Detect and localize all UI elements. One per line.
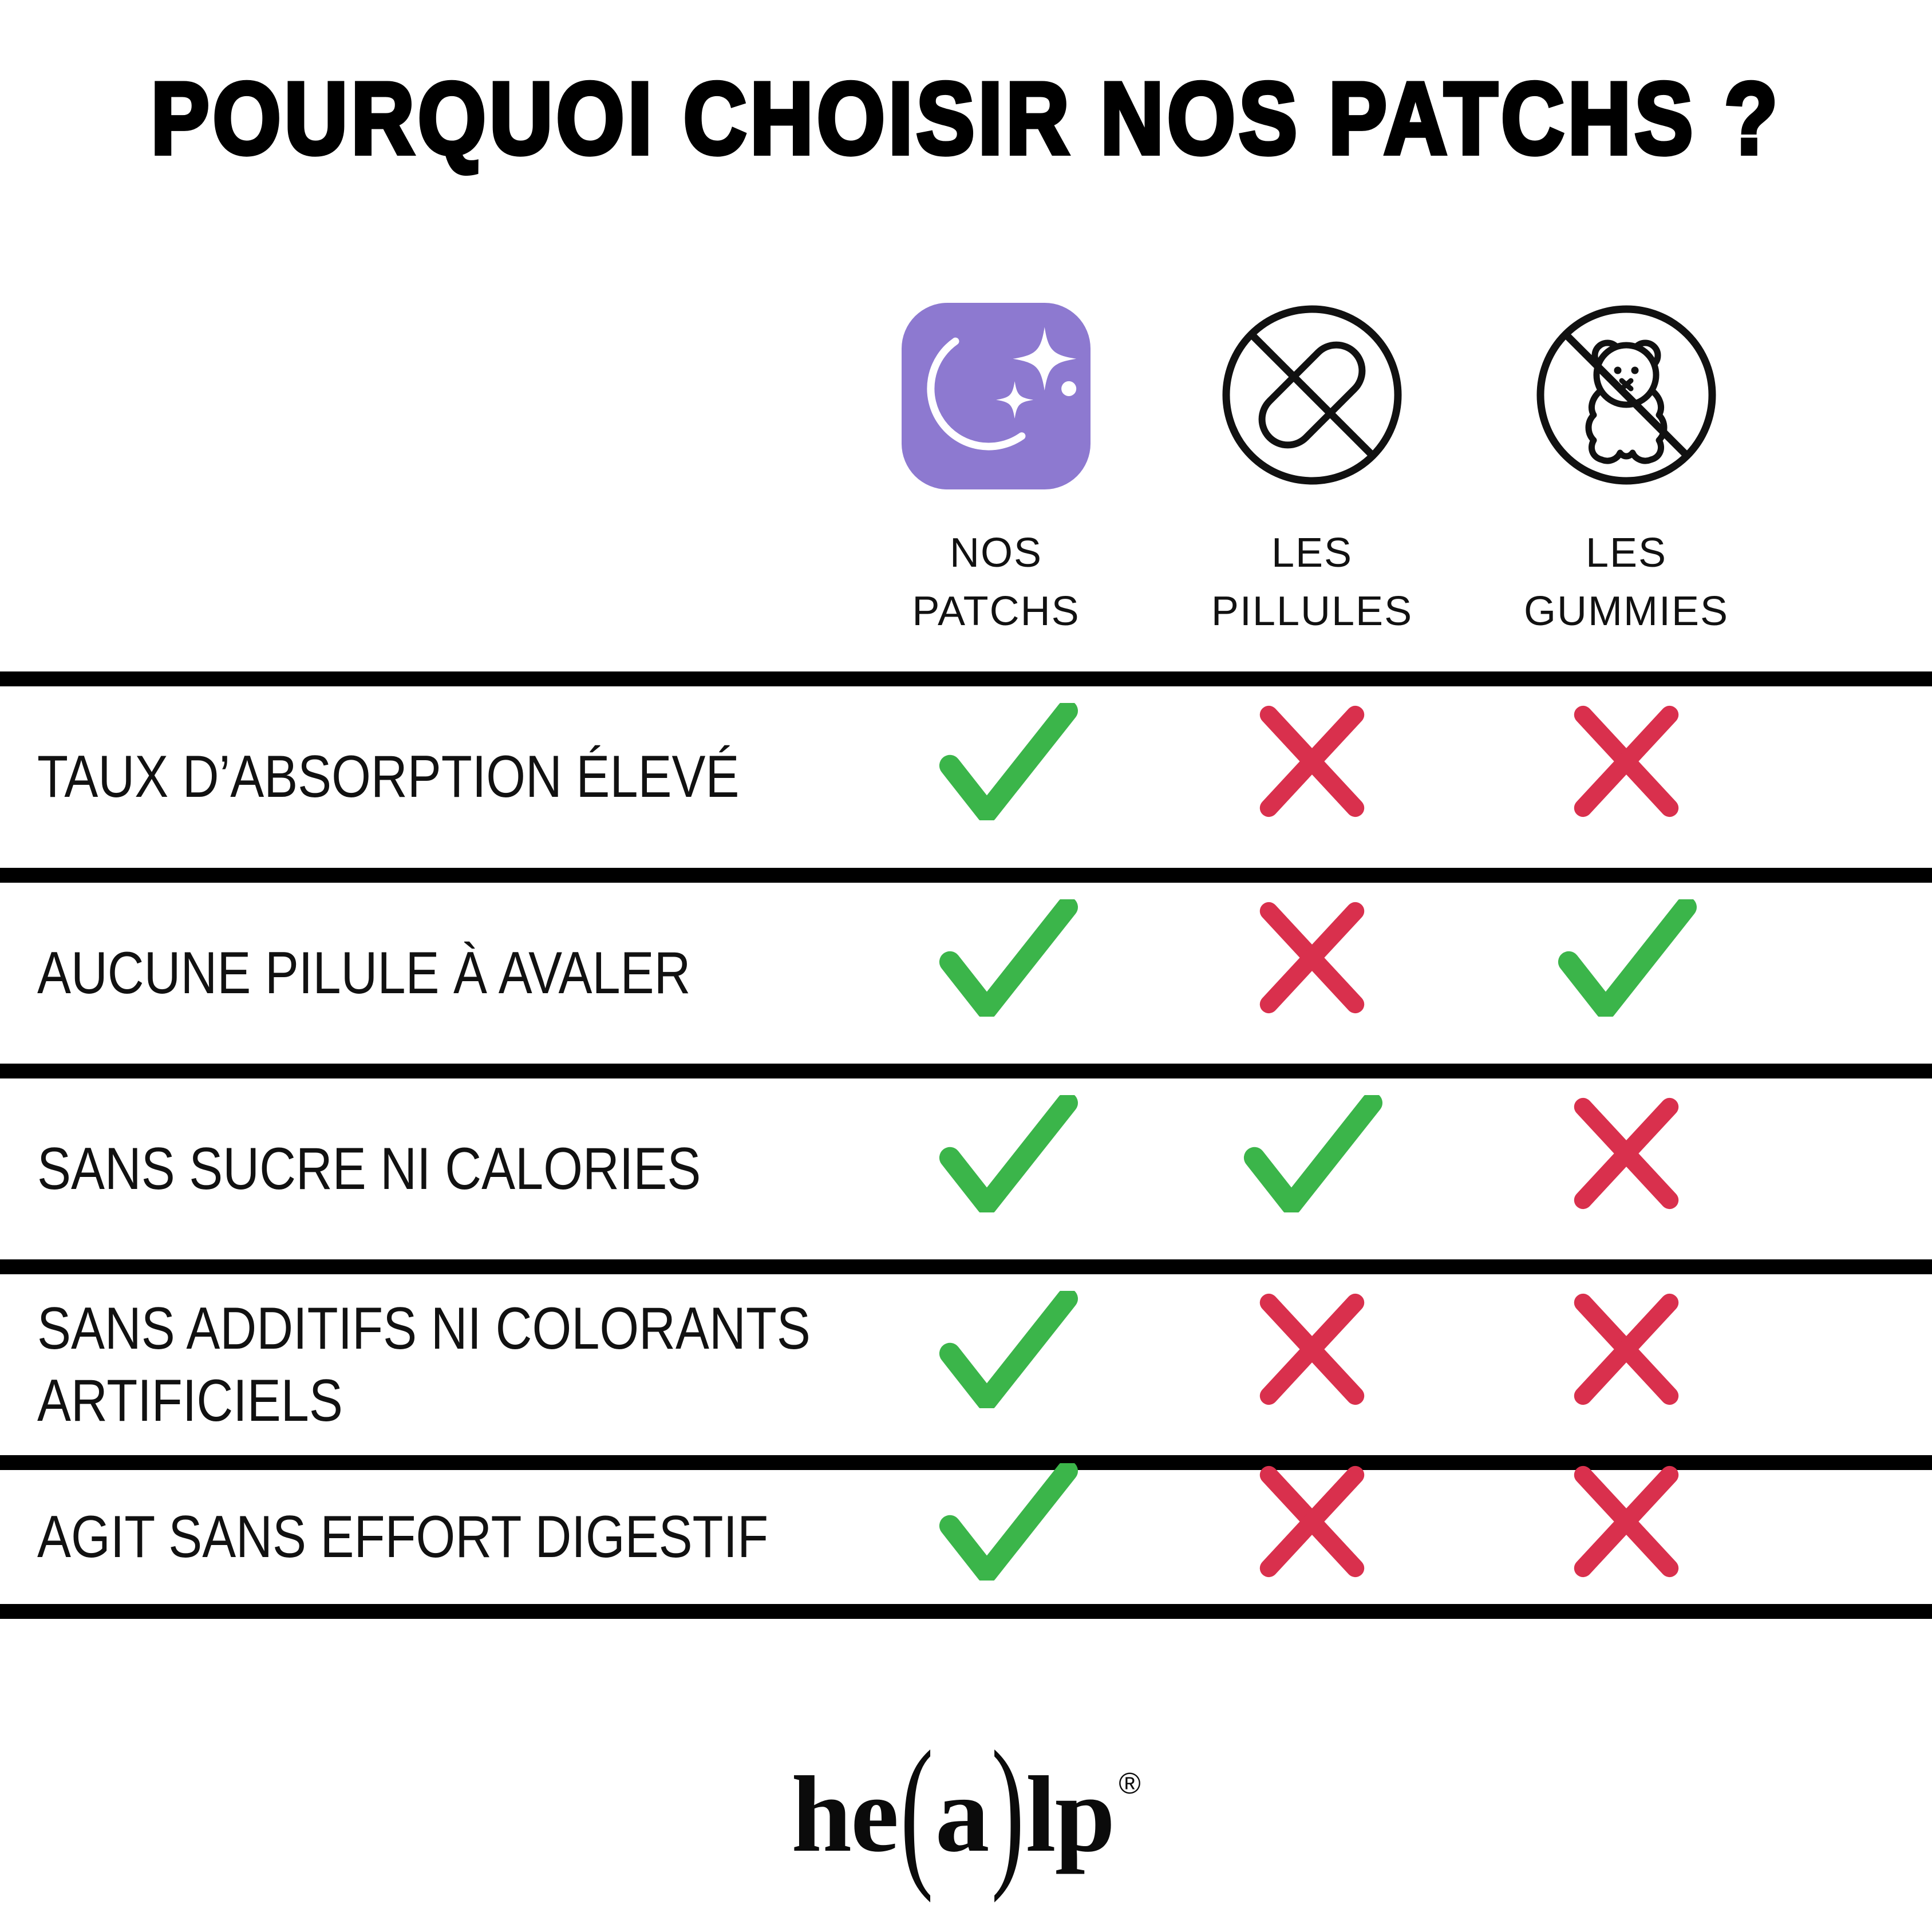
icon-wrap bbox=[836, 302, 1156, 491]
cross-icon bbox=[1552, 698, 1701, 824]
logo-text: he bbox=[791, 1755, 899, 1875]
column-label: LES PILLULES bbox=[1152, 524, 1472, 641]
row-label: SANS SUCRE NI CALORIES bbox=[37, 1133, 701, 1205]
page-title: POURQUOI CHOISIR NOS PATCHS ? bbox=[149, 59, 1781, 177]
cross-icon bbox=[1238, 895, 1386, 1021]
checkmark-icon bbox=[933, 698, 1082, 824]
column-header-nos-patchs: NOS PATCHS bbox=[836, 302, 1156, 641]
checkmark-icon bbox=[933, 895, 1082, 1021]
cross-icon bbox=[1238, 1459, 1386, 1585]
cross-icon bbox=[1238, 698, 1386, 824]
checkmark-icon bbox=[933, 1459, 1082, 1585]
row-label-line: SANS SUCRE NI CALORIES bbox=[37, 1136, 701, 1202]
no-gummy-icon bbox=[1532, 301, 1721, 492]
separator-bar bbox=[0, 1259, 1932, 1274]
icon-wrap bbox=[1152, 302, 1472, 491]
column-label-line: PILLULES bbox=[1211, 588, 1413, 634]
moon-sparkles-icon bbox=[902, 303, 1091, 489]
row-label: TAUX D’ABSORPTION ÉLEVÉ bbox=[37, 741, 739, 813]
column-label-line: LES bbox=[1271, 530, 1353, 576]
logo-text: lp bbox=[1025, 1755, 1115, 1875]
column-label-line: NOS bbox=[949, 530, 1043, 576]
column-header-les-pillules: LES PILLULES bbox=[1152, 302, 1472, 641]
row-label: AGIT SANS EFFORT DIGESTIF bbox=[37, 1501, 768, 1573]
separator-bar bbox=[0, 1604, 1932, 1619]
logo-paren-open: ( bbox=[900, 1717, 934, 1904]
column-label-line: LES bbox=[1585, 530, 1668, 576]
logo-paren-close: ) bbox=[991, 1717, 1024, 1904]
checkmark-icon bbox=[933, 1286, 1082, 1412]
column-label: NOS PATCHS bbox=[836, 524, 1156, 641]
separator-bar bbox=[0, 1455, 1932, 1470]
row-label-line: TAUX D’ABSORPTION ÉLEVÉ bbox=[37, 744, 740, 810]
brand-logo: he(a)lp ® bbox=[0, 1717, 1932, 1915]
separator-bar bbox=[0, 1064, 1932, 1078]
separator-bar bbox=[0, 671, 1932, 686]
checkmark-icon bbox=[1238, 1091, 1386, 1216]
checkmark-icon bbox=[1552, 895, 1701, 1021]
column-label: LES GUMMIES bbox=[1466, 524, 1787, 641]
row-label-line: AGIT SANS EFFORT DIGESTIF bbox=[37, 1504, 769, 1570]
logo-text: a bbox=[935, 1755, 990, 1875]
row-label-line: ARTIFICIELS bbox=[37, 1368, 343, 1434]
row-label-line: SANS ADDITIFS NI COLORANTS bbox=[37, 1295, 811, 1362]
separator-bar bbox=[0, 868, 1932, 883]
row-label: SANS ADDITIFS NI COLORANTS ARTIFICIELS bbox=[37, 1293, 811, 1437]
cross-icon bbox=[1552, 1286, 1701, 1412]
column-label-line: GUMMIES bbox=[1523, 588, 1729, 634]
icon-wrap bbox=[1466, 302, 1787, 491]
cross-icon bbox=[1552, 1091, 1701, 1216]
cross-icon bbox=[1552, 1459, 1701, 1585]
cross-icon bbox=[1238, 1286, 1386, 1412]
no-pill-icon bbox=[1218, 301, 1406, 492]
checkmark-icon bbox=[933, 1091, 1082, 1216]
column-label-line: PATCHS bbox=[912, 588, 1080, 634]
row-label: AUCUNE PILULE À AVALER bbox=[37, 937, 690, 1009]
column-header-les-gummies: LES GUMMIES bbox=[1466, 302, 1787, 641]
row-label-line: AUCUNE PILULE À AVALER bbox=[37, 940, 691, 1006]
registered-trademark-icon: ® bbox=[1119, 1767, 1141, 1800]
